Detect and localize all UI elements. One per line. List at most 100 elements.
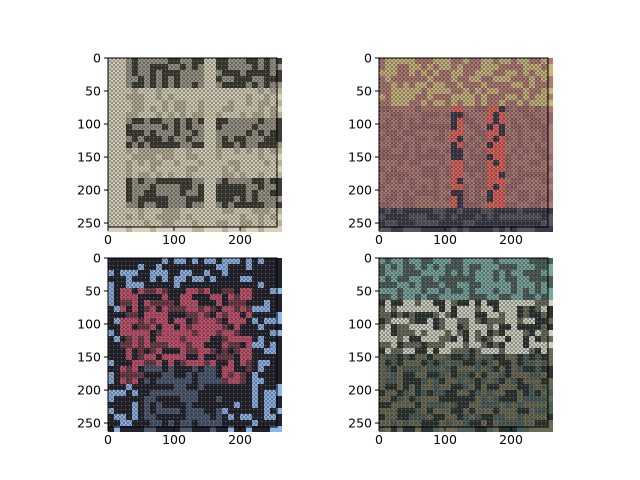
bottom-right-pixel	[547, 402, 553, 408]
top-right-pixel	[523, 226, 529, 232]
bottom-right-pixel	[547, 414, 553, 420]
bottom-right-pixel	[517, 426, 523, 432]
bottom-left-pixel	[276, 270, 282, 276]
top-left-pixel	[156, 226, 162, 232]
panel-top-right: 0 100 200 0 50 100 150 200 250	[348, 51, 553, 247]
top-left-pixel	[114, 226, 120, 232]
top-right-pixel	[397, 226, 403, 232]
top-left-pixel	[276, 226, 282, 232]
bottom-right-pixel	[547, 324, 553, 330]
top-right-pixel	[547, 88, 553, 94]
top-right-pixel	[547, 100, 553, 106]
bottom-right-pixel	[547, 288, 553, 294]
bottom-right-pixel	[415, 426, 421, 432]
top-right-pixel	[379, 226, 385, 232]
top-left-pixel	[180, 226, 186, 232]
bottom-right-pixel	[529, 426, 535, 432]
top-left-pixel	[276, 82, 282, 88]
top-right-pixel	[547, 136, 553, 142]
bottom-right-ytick-label: 50	[356, 284, 372, 299]
top-left-pixel	[270, 226, 276, 232]
top-left-pixel	[192, 226, 198, 232]
top-left-pixel	[174, 226, 180, 232]
top-left-pixel	[132, 226, 138, 232]
top-right-ytick-label: 0	[364, 51, 372, 66]
bottom-right-pixel	[547, 378, 553, 384]
top-left-pixel	[204, 226, 210, 232]
top-right-pixel	[529, 226, 535, 232]
top-right-pixel	[547, 64, 553, 70]
bottom-right-pixel	[523, 426, 529, 432]
top-left-pixel	[276, 214, 282, 220]
bottom-left-pixel	[252, 426, 258, 432]
bottom-right-xtick-label: 0	[375, 432, 383, 447]
bottom-left-pixel	[276, 306, 282, 312]
top-left-axes-frame	[107, 57, 278, 228]
bottom-left-pixel	[192, 426, 198, 432]
top-left-pixel	[276, 190, 282, 196]
top-left-pixel	[126, 226, 132, 232]
bottom-left-ytick-label: 150	[77, 350, 101, 365]
top-right-pixel	[463, 226, 469, 232]
bottom-right-pixel	[493, 426, 499, 432]
top-right-xtick-label: 100	[433, 232, 457, 247]
top-right-pixel	[547, 190, 553, 196]
top-left-xtick-label: 100	[162, 232, 186, 247]
bottom-left-pixel	[276, 354, 282, 360]
bottom-left-axes-frame	[107, 257, 278, 428]
bottom-right-pixel	[451, 426, 457, 432]
top-right-pixel	[547, 142, 553, 148]
bottom-left-pixel	[186, 426, 192, 432]
bottom-left-pixel	[276, 330, 282, 336]
bottom-right-pixel	[547, 354, 553, 360]
top-right-pixel	[547, 166, 553, 172]
top-left-dither-overlay	[108, 58, 277, 227]
bottom-right-pixel	[547, 258, 553, 264]
top-left-pixel	[120, 226, 126, 232]
bottom-left-pixel	[162, 426, 168, 432]
bottom-right-pixel	[463, 426, 469, 432]
bottom-left-pixel	[174, 426, 180, 432]
top-left-pixel	[210, 226, 216, 232]
bottom-left-pixel	[276, 276, 282, 282]
bottom-left-pixel	[276, 264, 282, 270]
bottom-right-pixel	[409, 426, 415, 432]
bottom-left-pixel	[204, 426, 210, 432]
top-left-pixel	[276, 100, 282, 106]
top-right-pixel	[547, 124, 553, 130]
bottom-right-ytick-label: 100	[348, 317, 372, 332]
bottom-right-pixel	[391, 426, 397, 432]
top-right-pixel	[427, 226, 433, 232]
top-right-ytick-label: 150	[348, 150, 372, 165]
bottom-left-ytick-label: 50	[85, 284, 101, 299]
bottom-left-pixel	[276, 294, 282, 300]
bottom-left-pixel	[276, 378, 282, 384]
top-left-pixel	[276, 94, 282, 100]
bottom-left-pixel	[276, 324, 282, 330]
bottom-left-pixel	[114, 426, 120, 432]
bottom-left-pixel	[276, 360, 282, 366]
top-right-pixel	[469, 226, 475, 232]
bottom-right-pixel	[547, 384, 553, 390]
bottom-left-pixel	[270, 426, 276, 432]
bottom-right-pixel	[397, 426, 403, 432]
bottom-right-pixel	[547, 294, 553, 300]
bottom-right-pixel	[433, 426, 439, 432]
top-right-pixel	[547, 202, 553, 208]
bottom-right-xtick-label: 100	[433, 432, 457, 447]
bottom-right-pixel	[469, 426, 475, 432]
top-left-pixel	[186, 226, 192, 232]
top-left-pixel	[198, 226, 204, 232]
top-left-pixel	[276, 172, 282, 178]
bottom-right-pixel	[379, 426, 385, 432]
bottom-left-pixel	[276, 336, 282, 342]
top-left-pixel	[276, 208, 282, 214]
top-right-pixel	[547, 82, 553, 88]
bottom-right-pixel	[547, 330, 553, 336]
bottom-left-pixel	[276, 402, 282, 408]
bottom-left-xtick-label: 0	[104, 432, 112, 447]
bottom-right-pixel	[481, 426, 487, 432]
bottom-right-pixel	[547, 270, 553, 276]
bottom-left-pixel	[276, 426, 282, 432]
bottom-right-pixel	[487, 426, 493, 432]
